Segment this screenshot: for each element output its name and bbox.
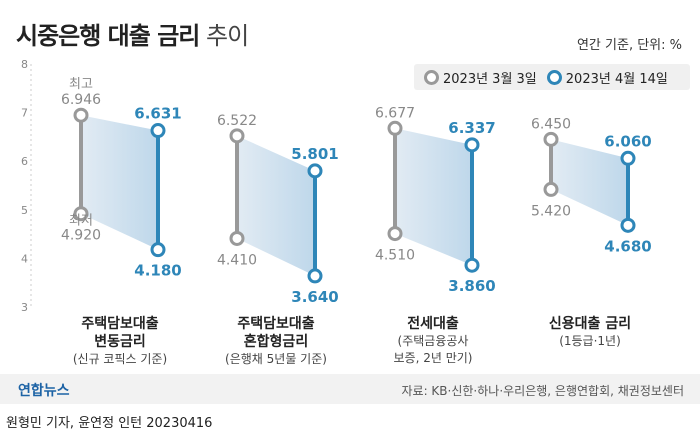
high-caption: 최고 (69, 77, 93, 92)
april-high-point-2 (464, 137, 480, 153)
april-high-label-0: 6.631 (134, 105, 181, 123)
march-high-label-2: 6.677 (375, 105, 415, 121)
march-high-label-1: 6.522 (217, 113, 257, 129)
march-low-point-0 (73, 206, 89, 222)
legend-dot-gray-icon (424, 69, 439, 85)
march-low-label-0: 4.920 (61, 228, 101, 244)
legend-label-march: 2023년 3월 3일 (443, 71, 537, 87)
april-high-label-2: 6.337 (448, 119, 495, 137)
march-high-point-0 (73, 107, 89, 123)
legend-item-march: 2023년 3월 3일 (424, 68, 537, 87)
march-high-point-3 (543, 131, 559, 147)
march-low-point-1 (229, 230, 245, 246)
y-tick-label-1: 4 (21, 252, 28, 265)
april-low-label-3: 4.680 (604, 237, 651, 255)
legend-dot-blue-icon (546, 69, 562, 85)
legend-label-april: 2023년 4월 14일 (565, 71, 668, 87)
unit-note: 연간 기준, 단위: % (576, 38, 682, 53)
category-name-3-0: 신용대출 금리 (549, 315, 631, 332)
legend-item-april: 2023년 4월 14일 (546, 68, 668, 87)
march-low-label-2: 4.510 (375, 248, 415, 264)
category-name-1-0: 주택담보대출 (237, 315, 314, 332)
march-high-point-1 (229, 128, 245, 144)
april-low-point-3 (620, 217, 636, 233)
range-band-3 (551, 139, 628, 226)
march-low-label-3: 5.420 (531, 203, 571, 219)
category-name-2-0: 전세대출 (407, 315, 459, 332)
april-low-label-1: 3.640 (291, 288, 338, 306)
march-low-label-1: 4.410 (217, 252, 257, 268)
byline: 원형민 기자, 윤연정 인턴 20230416 (6, 416, 213, 431)
y-tick-label-3: 6 (21, 155, 28, 168)
category-name-1-1: 혼합형금리 (244, 333, 308, 350)
category-name-0-1: 변동금리 (94, 334, 146, 350)
logo: 연합뉴스 (18, 380, 70, 400)
chart-title: 시중은행 대출 금리 추이 (16, 16, 249, 51)
title-sub: 추이 (206, 22, 249, 50)
april-low-label-2: 3.860 (448, 277, 495, 295)
category-note-3-0: (1등급·1년) (559, 334, 621, 348)
y-tick-label-4: 7 (21, 107, 28, 120)
march-low-point-2 (387, 226, 403, 242)
april-high-point-3 (620, 150, 636, 166)
y-tick-label-0: 3 (21, 301, 28, 314)
march-high-label-0: 6.946 (61, 92, 101, 108)
category-note-0-0: (신규 코픽스 기준) (73, 352, 167, 366)
april-high-label-3: 6.060 (604, 132, 651, 150)
category-note-1-0: (은행채 5년물 기준) (225, 351, 327, 366)
source-note: 자료: KB·신한·하나·우리은행, 은행연합회, 채권정보센터 (401, 384, 684, 398)
logo-text: 연합뉴스 (18, 383, 70, 399)
range-band-2 (395, 128, 472, 266)
low-caption: 최저 (69, 214, 93, 229)
footer-bar (0, 374, 700, 404)
april-high-label-1: 5.801 (291, 145, 338, 163)
legend: 2023년 3월 3일 2023년 4월 14일 (414, 64, 690, 90)
range-band-1 (237, 135, 315, 276)
april-low-point-0 (150, 242, 166, 258)
title-main: 시중은행 대출 금리 (16, 22, 200, 50)
category-note-2-1: 보증, 2년 만기) (394, 351, 473, 365)
march-low-point-3 (543, 181, 559, 197)
y-tick-label-2: 5 (21, 204, 28, 217)
category-name-0-0: 주택담보대출 (81, 315, 158, 332)
april-low-point-1 (307, 268, 323, 284)
category-note-2-0: (주택금융공사 (398, 334, 469, 348)
march-high-point-2 (387, 120, 403, 136)
y-tick-label-5: 8 (21, 58, 28, 71)
april-low-point-2 (464, 257, 480, 273)
april-high-point-0 (150, 123, 166, 139)
april-low-label-0: 4.180 (134, 262, 181, 280)
range-band-0 (81, 115, 158, 250)
april-high-point-1 (307, 163, 323, 179)
march-high-label-3: 6.450 (531, 116, 571, 132)
